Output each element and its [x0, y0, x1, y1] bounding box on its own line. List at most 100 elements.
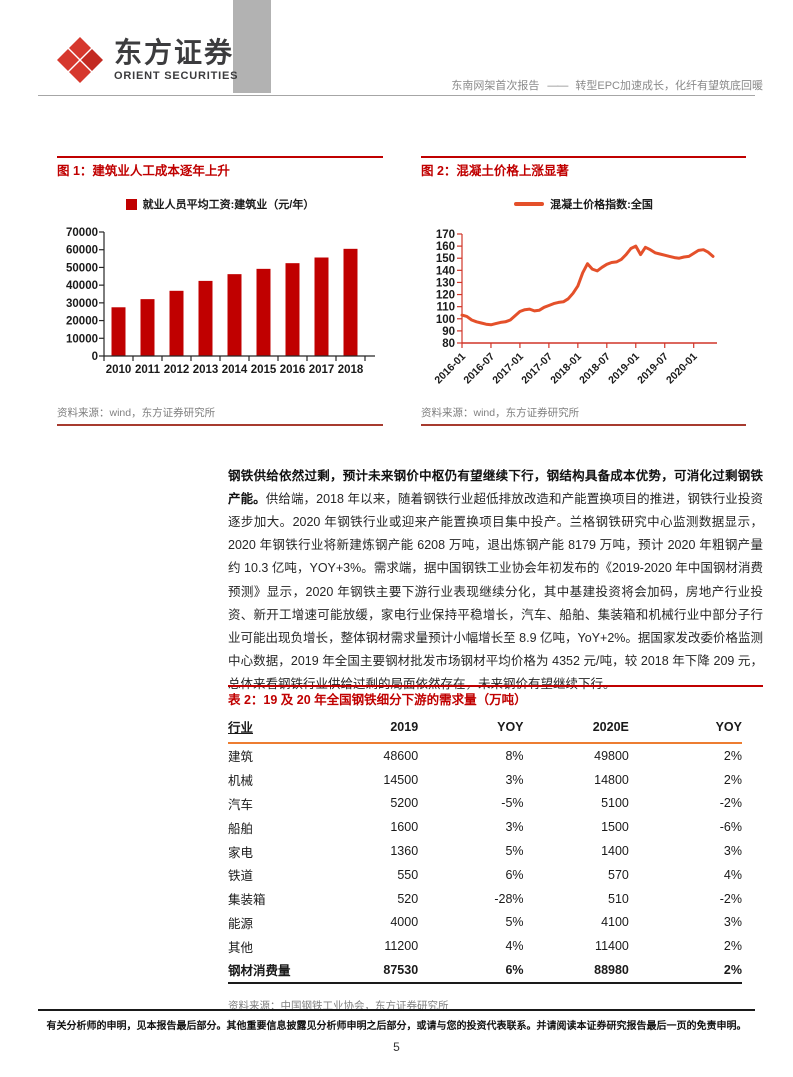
table-cell: 机械 — [228, 774, 254, 789]
figure2-panel: 图 2：混凝土价格上涨显著 混凝土价格指数:全国 80 90 100 110 120 13… — [421, 156, 746, 426]
report-subtitle: 转型EPC加速成长，化纤有望筑底回暖 — [575, 80, 763, 92]
svg-text:160: 160 — [436, 241, 455, 253]
svg-text:0: 0 — [92, 351, 98, 363]
table-cell: 510 — [608, 891, 629, 906]
table-cell: -2% — [719, 796, 742, 811]
table-cell: 1360 — [390, 844, 419, 859]
figure2-title: 图 2：混凝土价格上涨显著 — [421, 164, 569, 178]
svg-text:120: 120 — [436, 290, 455, 302]
figure2-legend: 混凝土价格指数:全国 — [421, 196, 746, 212]
svg-text:2018-01: 2018-01 — [548, 351, 584, 387]
col-header-industry: 行业 — [228, 714, 342, 744]
col-header-yoy1: YOY — [418, 714, 524, 744]
table-row: 集装箱 520 -28% 510 -2% — [228, 887, 742, 911]
table-cell: 3% — [723, 844, 742, 859]
table-cell: 5200 — [390, 796, 419, 811]
table-row: 家电 1360 5% 1400 3% — [228, 839, 742, 863]
table-row: 其他 11200 4% 11400 2% — [228, 934, 742, 958]
table-title: 表 2：19 及 20 年全国钢铁细分下游的需求量（万吨） — [228, 693, 527, 707]
table-cell: 8% — [505, 748, 524, 763]
svg-text:2018-07: 2018-07 — [577, 351, 613, 387]
table-row: 建筑 48600 8% 49800 2% — [228, 743, 742, 768]
svg-text:30000: 30000 — [66, 298, 98, 310]
table-cell: 550 — [397, 867, 419, 882]
table-cell: 集装箱 — [228, 893, 266, 908]
svg-text:2016-07: 2016-07 — [461, 351, 497, 387]
table-cell: 570 — [608, 867, 629, 882]
table-header-row: 行业 2019 YOY 2020E YOY — [228, 714, 742, 744]
table-cell: 2% — [723, 772, 742, 787]
table-cell: 4100 — [601, 915, 629, 930]
table-cell: 520 — [397, 891, 419, 906]
svg-text:2015: 2015 — [251, 364, 277, 376]
table-row: 铁道 550 6% 570 4% — [228, 863, 742, 887]
table-cell: 6% — [505, 867, 524, 882]
steel-demand-table: 行业 2019 YOY 2020E YOY 建筑 48600 8% 49800 2% 机械… — [228, 714, 742, 984]
svg-text:2012: 2012 — [164, 364, 190, 376]
table-cell: 能源 — [228, 916, 254, 931]
svg-text:150: 150 — [436, 253, 455, 265]
table-cell: 87530 — [341, 958, 419, 984]
svg-text:2017-01: 2017-01 — [490, 351, 526, 387]
table-cell: 11400 — [595, 939, 629, 954]
report-label: 东南网架首次报告 — [451, 80, 540, 92]
col-header-2020e: 2020E — [523, 714, 629, 744]
svg-text:2016: 2016 — [280, 364, 306, 376]
table-cell: 钢材消费量 — [228, 958, 342, 984]
table-cell: 3% — [505, 820, 524, 835]
footer-disclaimer: 有关分析师的申明，见本报告最后部分。其他重要信息披露见分析师申明之后部分，或请与… — [46, 1021, 747, 1032]
svg-text:100: 100 — [436, 314, 455, 326]
page-number: 5 — [393, 1040, 400, 1054]
table-cell: 5% — [505, 915, 524, 930]
table-row: 机械 14500 3% 14800 2% — [228, 768, 742, 792]
col-header-yoy2: YOY — [628, 714, 742, 744]
svg-text:2017-07: 2017-07 — [519, 351, 555, 387]
svg-text:2014: 2014 — [222, 364, 248, 376]
svg-text:2013: 2013 — [193, 364, 219, 376]
svg-text:20000: 20000 — [66, 316, 98, 328]
footer-rule — [38, 1009, 755, 1011]
figure1-panel: 图 1：建筑业人工成本逐年上升 就业人员平均工资:建筑业（元/年） 0 10000… — [57, 156, 383, 426]
svg-text:60000: 60000 — [66, 245, 98, 257]
svg-text:2019-01: 2019-01 — [606, 351, 642, 387]
table-block: 表 2：19 及 20 年全国钢铁细分下游的需求量（万吨） 行业 2019 YO… — [228, 685, 763, 1013]
wage-bar-chart: 0 10000 20000 30000 40000 50000 60000 70000 2010… — [66, 227, 375, 376]
table-cell: 汽车 — [228, 797, 254, 812]
svg-text:2016-01: 2016-01 — [432, 351, 468, 387]
svg-text:40000: 40000 — [66, 280, 98, 292]
table-cell: 2% — [723, 748, 742, 763]
orient-securities-logo-icon — [57, 37, 103, 83]
report-header-title: 东南网架首次报告 —— 转型EPC加速成长，化纤有望筑底回暖 — [451, 77, 763, 93]
figure1-legend: 就业人员平均工资:建筑业（元/年） — [57, 196, 383, 212]
svg-text:2017: 2017 — [309, 364, 335, 376]
table-cell: 14800 — [594, 772, 629, 787]
svg-text:70000: 70000 — [66, 227, 98, 239]
brand-logo: 东方证券 ORIENT SECURITIES — [56, 36, 238, 84]
header-rule — [38, 95, 755, 96]
legend-line-swatch — [514, 202, 545, 206]
figure1-legend-label: 就业人员平均工资:建筑业（元/年） — [142, 199, 315, 211]
table-cell: 4% — [723, 867, 742, 882]
svg-text:130: 130 — [436, 277, 455, 289]
svg-text:170: 170 — [436, 229, 455, 241]
table-cell: 家电 — [228, 845, 254, 860]
body-paragraph: 钢铁供给依然过剩，预计未来钢价中枢仍有望继续下行，钢结构具备成本优势，可消化过剩… — [228, 465, 763, 697]
brand-name-cn: 东方证券 — [114, 37, 235, 68]
brand-name-en: ORIENT SECURITIES — [114, 70, 239, 82]
figure1-source: 资料来源：wind，东方证券研究所 — [57, 407, 216, 419]
svg-text:2020-01: 2020-01 — [664, 351, 700, 387]
svg-text:90: 90 — [442, 326, 455, 338]
table-cell: 2% — [723, 939, 742, 954]
table-cell: 1600 — [390, 820, 419, 835]
table-cell: 6% — [418, 958, 524, 984]
table-row: 船舶 1600 3% 1500 -6% — [228, 815, 742, 839]
paragraph-body: 供给端，2018 年以来，随着钢铁行业超低排放改造和产能置换项目的推进，钢铁行业… — [228, 491, 763, 692]
svg-text:110: 110 — [436, 302, 455, 314]
table-total-row: 钢材消费量 87530 6% 88980 2% — [228, 958, 742, 984]
table-cell: 铁道 — [228, 869, 254, 884]
svg-text:140: 140 — [436, 265, 455, 277]
col-header-2019: 2019 — [341, 714, 419, 744]
table-cell: -5% — [501, 796, 524, 811]
